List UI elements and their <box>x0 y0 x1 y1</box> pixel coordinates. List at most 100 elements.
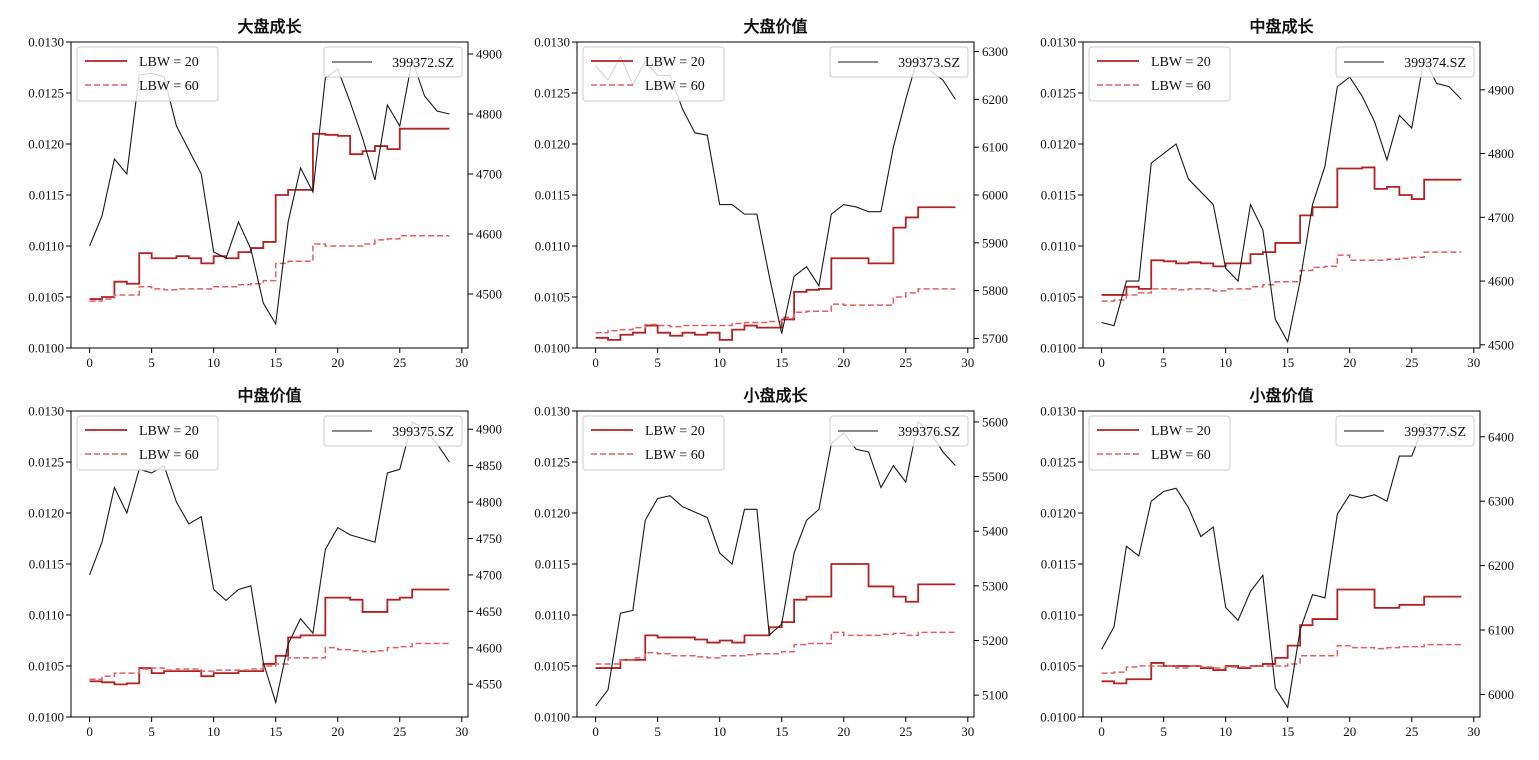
legend-lbw60-label: LBW = 60 <box>1151 448 1211 463</box>
index-series-line <box>1101 56 1462 344</box>
x-tick-label: 20 <box>331 724 344 739</box>
lbw20-series-line <box>595 206 956 341</box>
legend-right: 399374.SZ <box>1335 46 1475 78</box>
chart-title: 大盘成长 <box>237 17 302 36</box>
right-y-tick-label: 4750 <box>476 531 502 546</box>
left-y-tick-label: 0.0120 <box>1040 137 1076 152</box>
right-y-tick-label: 5200 <box>982 633 1008 648</box>
left-y-tick-label: 0.0110 <box>535 239 570 254</box>
x-tick-label: 25 <box>1405 355 1418 370</box>
left-y-tick-label: 0.0105 <box>28 659 64 674</box>
legend-left: LBW = 20 LBW = 60 <box>1088 46 1231 102</box>
left-y-tick-label: 0.0115 <box>29 557 64 572</box>
x-tick-label: 0 <box>1098 724 1105 739</box>
x-tick-label: 25 <box>899 355 912 370</box>
lbw20-series-line <box>89 127 450 300</box>
right-y-tick-label: 5900 <box>982 235 1008 250</box>
plot-area <box>1101 56 1462 344</box>
right-y-tick-label: 4550 <box>476 677 502 692</box>
x-tick-label: 15 <box>269 724 282 739</box>
right-y-tick-label: 5800 <box>982 283 1008 298</box>
legend-right-box <box>829 46 969 78</box>
legend-index-label: 399376.SZ <box>898 425 960 440</box>
legend-right-box <box>323 415 463 447</box>
left-y-tick-label: 0.0110 <box>1041 239 1076 254</box>
left-y-tick-label: 0.0100 <box>534 710 570 725</box>
legend-right: 399377.SZ <box>1335 415 1475 447</box>
chart-panel: 大盘价值 0 5 10 15 20 25 30 0.0100 0.0105 0.0110 0.0115… <box>534 17 1008 370</box>
right-y-tick-label: 4500 <box>1488 337 1514 352</box>
index-series-line <box>595 420 956 707</box>
right-y-tick-label: 4850 <box>476 458 502 473</box>
x-tick-label: 20 <box>331 355 344 370</box>
left-y-tick-label: 0.0105 <box>1040 290 1076 305</box>
x-tick-label: 10 <box>713 724 726 739</box>
right-y-tick-label: 4800 <box>476 107 502 122</box>
x-tick-label: 10 <box>1219 355 1232 370</box>
chart-title: 小盘成长 <box>743 386 808 405</box>
legend-left: LBW = 20 LBW = 60 <box>582 415 725 471</box>
legend-right-box <box>323 46 463 78</box>
lbw60-series-line <box>1101 643 1462 674</box>
x-tick-label: 5 <box>654 724 661 739</box>
x-tick-label: 15 <box>269 355 282 370</box>
x-tick-label: 0 <box>86 355 93 370</box>
legend-lbw60-label: LBW = 60 <box>1151 79 1211 94</box>
legend-right: 399376.SZ <box>829 415 969 447</box>
left-y-tick-label: 0.0100 <box>28 710 64 725</box>
left-y-tick-label: 0.0100 <box>1040 341 1076 356</box>
legend-left: LBW = 20 LBW = 60 <box>582 46 725 102</box>
right-y-tick-label: 4650 <box>476 604 502 619</box>
index-series-line <box>1101 423 1462 709</box>
x-tick-label: 10 <box>713 355 726 370</box>
x-tick-label: 10 <box>1219 724 1232 739</box>
left-y-tick-label: 0.0130 <box>28 35 64 50</box>
legend-right: 399372.SZ <box>323 46 463 78</box>
legend-index-label: 399377.SZ <box>1404 425 1466 440</box>
x-tick-label: 0 <box>86 724 93 739</box>
right-y-tick-label: 4700 <box>476 567 502 582</box>
right-y-tick-label: 4900 <box>476 47 502 62</box>
left-y-tick-label: 0.0125 <box>1040 455 1076 470</box>
chart-panel: 中盘价值 0 5 10 15 20 25 30 0.0100 0.0105 0.0110 0.0115… <box>28 386 502 739</box>
legend-lbw20-label: LBW = 20 <box>139 424 199 439</box>
lbw60-series-line <box>89 235 450 302</box>
x-tick-label: 20 <box>837 355 850 370</box>
left-y-tick-label: 0.0115 <box>535 188 570 203</box>
left-y-tick-label: 0.0110 <box>29 239 64 254</box>
x-tick-label: 30 <box>961 724 974 739</box>
left-y-tick-label: 0.0130 <box>1040 35 1076 50</box>
plot-area <box>1101 423 1462 709</box>
x-tick-label: 5 <box>654 355 661 370</box>
left-y-tick-label: 0.0120 <box>534 137 570 152</box>
right-y-tick-label: 6000 <box>1488 687 1514 702</box>
lbw60-series-line <box>595 631 956 665</box>
right-y-tick-label: 5100 <box>982 688 1008 703</box>
x-tick-label: 25 <box>899 724 912 739</box>
plot-area <box>89 421 450 705</box>
right-y-tick-label: 4700 <box>1488 210 1514 225</box>
chart-title: 大盘价值 <box>743 17 807 36</box>
legend-lbw20-label: LBW = 20 <box>1151 55 1211 70</box>
legend-index-label: 399375.SZ <box>392 425 454 440</box>
left-y-tick-label: 0.0125 <box>28 86 64 101</box>
left-y-tick-label: 0.0130 <box>1040 404 1076 419</box>
chart-panel: 小盘价值 0 5 10 15 20 25 30 0.0100 0.0105 0.0110 0.0115… <box>1040 386 1514 739</box>
legend-right-box <box>829 415 969 447</box>
x-tick-label: 25 <box>393 355 406 370</box>
left-y-tick-label: 0.0100 <box>1040 710 1076 725</box>
legend-lbw60-label: LBW = 60 <box>139 79 199 94</box>
legend-left: LBW = 20 LBW = 60 <box>76 415 219 471</box>
lbw60-series-line <box>1101 251 1462 302</box>
right-y-tick-label: 4800 <box>1488 146 1514 161</box>
legend-right: 399375.SZ <box>323 415 463 447</box>
right-y-tick-label: 4600 <box>476 640 502 655</box>
left-y-tick-label: 0.0115 <box>29 188 64 203</box>
legend-lbw60-label: LBW = 60 <box>645 79 705 94</box>
left-y-tick-label: 0.0125 <box>28 455 64 470</box>
left-y-tick-label: 0.0100 <box>534 341 570 356</box>
lbw20-series-line <box>1101 588 1462 685</box>
legend-index-label: 399372.SZ <box>392 56 454 71</box>
